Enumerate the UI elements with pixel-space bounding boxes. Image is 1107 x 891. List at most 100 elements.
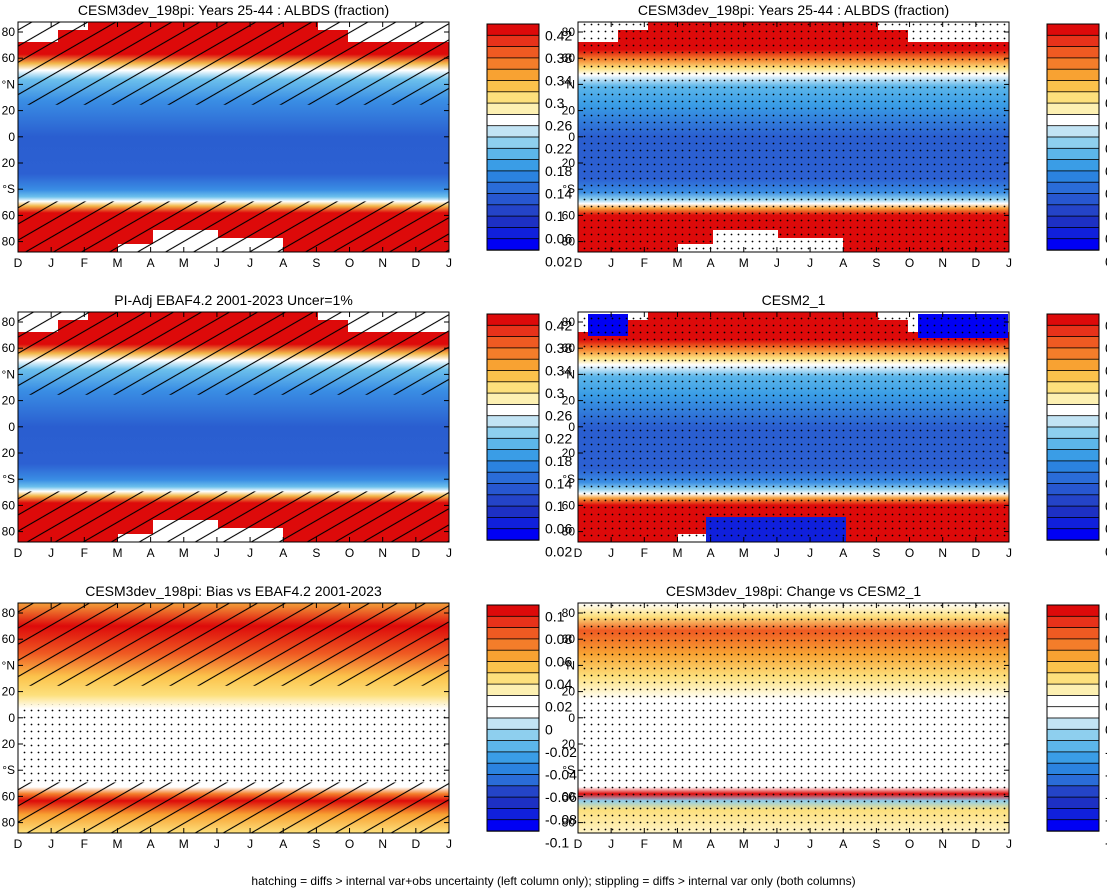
colorbar-swatch bbox=[486, 181, 540, 195]
colorbar-swatch bbox=[1046, 80, 1100, 93]
colorbar-swatch bbox=[1046, 505, 1100, 519]
panel-title: CESM2_1 bbox=[762, 292, 826, 308]
colorbar-label: 0.3 bbox=[1105, 95, 1107, 111]
colorbar-swatch bbox=[486, 204, 540, 217]
colorbar-swatch bbox=[486, 785, 540, 798]
colorbar-swatch bbox=[1046, 238, 1100, 251]
colorbar-label: 0.06 bbox=[1105, 521, 1107, 537]
colorbar-label: 0.14 bbox=[1105, 476, 1107, 492]
x-tick-label: S bbox=[312, 546, 320, 560]
hatch-overlay bbox=[18, 603, 449, 686]
colorbar-swatch bbox=[486, 370, 540, 383]
x-tick-label: N bbox=[938, 546, 947, 560]
y-tick-label: 80 bbox=[2, 816, 16, 830]
y-tick-label: 60 bbox=[562, 498, 576, 512]
x-tick-label: O bbox=[345, 256, 354, 270]
colorbar-swatch bbox=[1046, 336, 1100, 349]
colorbar-swatch bbox=[1046, 313, 1100, 327]
colorbar-swatch bbox=[486, 819, 540, 832]
x-tick-label: D bbox=[574, 256, 583, 270]
colorbar-swatch bbox=[1046, 91, 1100, 104]
x-tick-label: M bbox=[739, 256, 749, 270]
y-tick-label: 0 bbox=[8, 130, 15, 144]
colorbar-swatch bbox=[1046, 649, 1100, 663]
colorbar-swatch bbox=[486, 717, 540, 731]
y-tick-label: 60 bbox=[562, 632, 576, 646]
colorbar-swatch bbox=[486, 615, 540, 629]
x-tick-label: D bbox=[574, 837, 583, 851]
hatch-overlay bbox=[18, 22, 449, 105]
x-tick-label: N bbox=[378, 837, 387, 851]
x-tick-label: F bbox=[641, 256, 648, 270]
y-tick-label: °S bbox=[562, 182, 575, 196]
x-tick-label: S bbox=[872, 256, 880, 270]
colorbar-swatch bbox=[486, 751, 540, 764]
stipple-overlay bbox=[18, 704, 449, 783]
x-tick-label: J bbox=[446, 837, 452, 851]
x-tick-label: M bbox=[112, 837, 122, 851]
colorbar-label: 0.34 bbox=[1105, 73, 1107, 89]
colorbar-swatch bbox=[1046, 358, 1100, 372]
x-tick-label: J bbox=[214, 837, 220, 851]
colorbar-label: 0.14 bbox=[545, 186, 572, 202]
colorbar-label: 0.18 bbox=[545, 163, 572, 179]
y-tick-label: 60 bbox=[562, 208, 576, 222]
x-tick-label: F bbox=[641, 546, 648, 560]
colorbar-swatch bbox=[486, 381, 540, 394]
colorbar-swatch bbox=[1046, 125, 1100, 138]
colorbar-swatch bbox=[486, 336, 540, 349]
colorbar-swatch bbox=[486, 649, 540, 663]
hatch-overlay bbox=[18, 312, 449, 395]
colorbar-label: 0 bbox=[545, 721, 553, 737]
colorbar-swatch bbox=[486, 34, 540, 48]
x-tick-label: J bbox=[807, 837, 813, 851]
x-tick-label: A bbox=[279, 837, 287, 851]
colorbar-label: 0.26 bbox=[1105, 408, 1107, 424]
colorbar-swatch bbox=[1046, 181, 1100, 195]
x-tick-label: D bbox=[412, 837, 421, 851]
colorbar-swatch bbox=[486, 706, 540, 719]
panel-5: CESM3dev_198pi: Bias vs EBAF4.2 2001-202… bbox=[2, 583, 578, 851]
colorbar-swatch bbox=[1046, 695, 1100, 708]
hatch-overlay bbox=[18, 491, 449, 542]
colorbar-swatch bbox=[486, 604, 540, 618]
colorbar-label: 0.42 bbox=[1105, 27, 1107, 43]
colorbar-frame bbox=[1046, 604, 1100, 832]
colorbar-label: 0.1 bbox=[545, 208, 565, 224]
colorbar-label: -0.06 bbox=[1105, 789, 1107, 805]
colorbar-swatch bbox=[486, 683, 540, 697]
colorbar-swatch bbox=[1046, 147, 1100, 161]
colorbar-swatch bbox=[1046, 808, 1100, 821]
x-tick-label: J bbox=[807, 256, 813, 270]
colorbar-swatch bbox=[1046, 728, 1100, 742]
colorbar-swatch bbox=[1046, 638, 1100, 651]
colorbar-label: 0.26 bbox=[545, 408, 572, 424]
x-tick-label: D bbox=[574, 546, 583, 560]
y-tick-label: 80 bbox=[562, 606, 576, 620]
x-tick-label: J bbox=[774, 546, 780, 560]
colorbar-swatch bbox=[486, 774, 540, 787]
x-tick-label: J bbox=[247, 546, 253, 560]
x-tick-label: A bbox=[839, 256, 847, 270]
colorbar-swatch bbox=[486, 238, 540, 251]
colorbar-label: 0.3 bbox=[545, 385, 565, 401]
colorbar-swatch bbox=[1046, 23, 1100, 37]
colorbar-swatch bbox=[486, 114, 540, 127]
colorbar-label: -0.08 bbox=[1105, 812, 1107, 828]
panel-6: CESM3dev_198pi: Change vs CESM2_1 80 60 °N 2… bbox=[562, 583, 1107, 851]
y-tick-label: 0 bbox=[568, 420, 575, 434]
x-tick-label: J bbox=[774, 837, 780, 851]
y-tick-label: 80 bbox=[2, 25, 16, 39]
colorbar-swatch bbox=[486, 313, 540, 327]
y-tick-label: 20 bbox=[2, 104, 16, 118]
colorbar-label: 0.34 bbox=[545, 363, 572, 379]
x-tick-label: A bbox=[147, 546, 155, 560]
colorbar-swatch bbox=[486, 728, 540, 742]
colorbar-swatch bbox=[486, 638, 540, 651]
x-tick-label: N bbox=[938, 256, 947, 270]
y-tick-label: °S bbox=[2, 472, 15, 486]
colorbar-swatch bbox=[1046, 34, 1100, 48]
colorbar-swatch bbox=[486, 125, 540, 138]
colorbar-label: 0.02 bbox=[1105, 699, 1107, 715]
colorbar-swatch bbox=[486, 57, 540, 70]
